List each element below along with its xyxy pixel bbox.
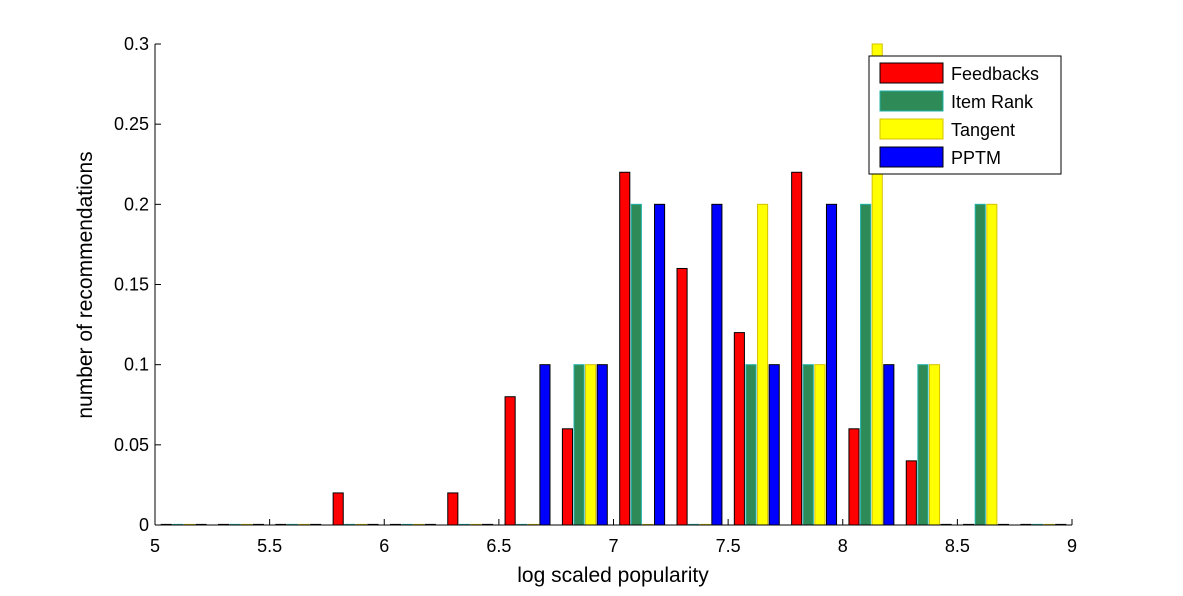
legend-label-pptm: PPTM (951, 148, 1001, 168)
bar-item-rank-bin-11 (745, 364, 757, 526)
y-tick-label: 0.25 (114, 114, 149, 134)
x-tick-label: 5.5 (257, 536, 282, 556)
bar-pptm-bin-7 (539, 364, 551, 526)
bar-pptm-bin-13 (883, 364, 895, 526)
bar-feedbacks-bin-4 (332, 492, 344, 526)
y-tick-label: 0.3 (124, 34, 149, 54)
y-tick-label: 0.1 (124, 355, 149, 375)
bar-item-rank-bin-13 (860, 203, 872, 526)
bar-feedbacks-bin-6 (447, 492, 459, 526)
y-tick-label: 0.2 (124, 194, 149, 214)
bar-feedbacks-bin-7 (504, 396, 516, 526)
bar-pptm-bin-11 (768, 364, 780, 526)
legend-swatch-pptm (879, 146, 944, 168)
legend: Feedbacks Item Rank Tangent PPTM (868, 55, 1062, 175)
bar-item-rank-bin-14 (917, 364, 929, 526)
y-tick-label: 0 (139, 515, 149, 535)
x-tick-label: 6.5 (486, 536, 511, 556)
legend-label-feedbacks: Feedbacks (951, 64, 1039, 84)
legend-swatch-item-rank (879, 90, 944, 112)
x-tick-label: 8 (838, 536, 848, 556)
bar-pptm-bin-9 (654, 203, 666, 526)
legend-label-tangent: Tangent (951, 120, 1015, 140)
x-tick-label: 8.5 (945, 536, 970, 556)
y-tick-label: 0.15 (114, 275, 149, 295)
bar-feedbacks-bin-10 (676, 267, 688, 526)
bar-tangent-bin-15 (986, 203, 998, 526)
x-ticks: 5 5.5 6 6.5 7 7.5 8 8.5 9 (150, 519, 1077, 556)
y-tick-label: 0.05 (114, 435, 149, 455)
bar-item-rank-bin-15 (974, 203, 986, 526)
legend-swatch-feedbacks (879, 62, 944, 84)
bar-feedbacks-bin-9 (619, 171, 631, 526)
bar-item-rank-bin-12 (802, 364, 814, 526)
x-tick-label: 9 (1067, 536, 1077, 556)
x-tick-label: 7 (608, 536, 618, 556)
bar-tangent-bin-8 (585, 364, 597, 526)
bar-item-rank-bin-8 (573, 364, 585, 526)
bar-pptm-bin-12 (825, 203, 838, 526)
bar-feedbacks-bin-12 (791, 171, 803, 526)
bar-pptm-bin-8 (596, 364, 608, 526)
bar-feedbacks-bin-13 (848, 428, 860, 526)
bar-tangent-bin-14 (928, 364, 941, 526)
x-tick-label: 5 (150, 536, 160, 556)
y-ticks: 0 0.05 0.1 0.15 0.2 0.25 0.3 (114, 34, 161, 535)
x-tick-label: 6 (379, 536, 389, 556)
bar-tangent-bin-12 (814, 364, 826, 526)
bar-feedbacks-bin-14 (905, 460, 917, 526)
bar-feedbacks-bin-11 (733, 332, 745, 526)
x-axis-label: log scaled popularity (517, 564, 709, 587)
x-tick-label: 7.5 (716, 536, 741, 556)
legend-swatch-tangent (879, 118, 944, 140)
y-axis-label: number of recommendations (74, 151, 97, 418)
bar-tangent-bin-11 (757, 203, 769, 526)
bar-item-rank-bin-9 (630, 203, 642, 526)
bar-feedbacks-bin-8 (561, 428, 573, 526)
bar-pptm-bin-10 (711, 203, 723, 526)
legend-label-item-rank: Item Rank (951, 92, 1034, 112)
